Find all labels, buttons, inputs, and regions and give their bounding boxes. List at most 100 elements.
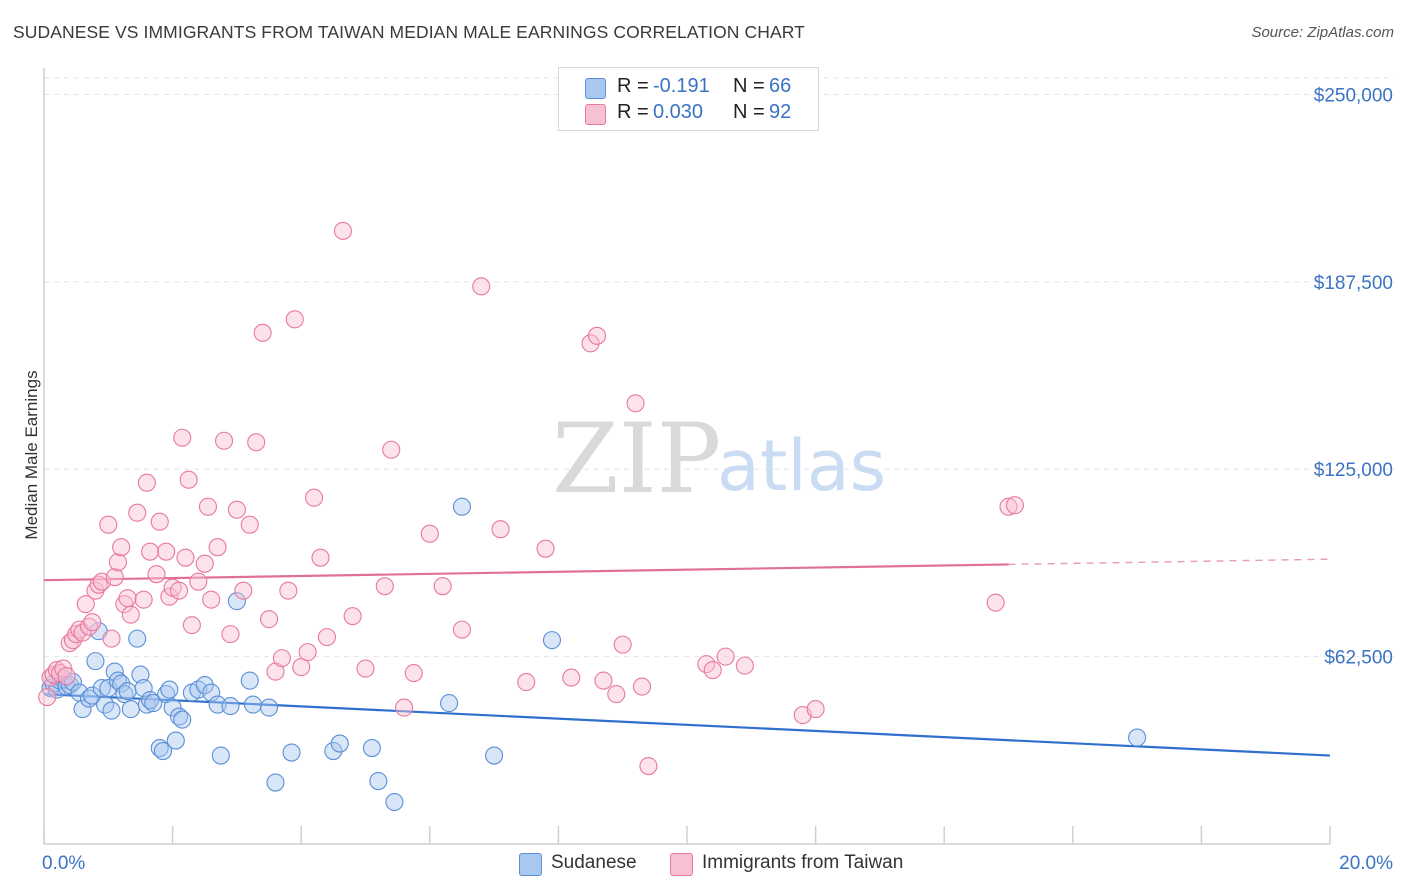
taiwan-point bbox=[587, 326, 607, 345]
taiwan-point bbox=[147, 565, 166, 584]
sudanese-point bbox=[163, 698, 182, 717]
sudanese-point bbox=[369, 771, 388, 791]
watermark-atlas: atlas bbox=[717, 425, 886, 507]
sudanese-point bbox=[542, 631, 562, 650]
taiwan-point bbox=[202, 590, 221, 609]
taiwan-point bbox=[806, 700, 825, 719]
sudanese-point bbox=[131, 665, 150, 684]
sudanese-point bbox=[128, 629, 147, 648]
taiwan-point bbox=[986, 593, 1005, 612]
taiwan-point bbox=[333, 221, 353, 240]
taiwan-trend-line bbox=[43, 563, 1009, 582]
y-tick-label: $187,500 bbox=[1314, 273, 1393, 294]
legend-r-value: 0.030 bbox=[653, 101, 704, 123]
taiwan-point bbox=[1005, 496, 1024, 515]
taiwan-point bbox=[105, 568, 124, 587]
taiwan-point bbox=[356, 659, 375, 678]
taiwan-point bbox=[141, 542, 160, 561]
taiwan-point bbox=[247, 433, 266, 452]
taiwan-point bbox=[285, 310, 304, 329]
sudanese-point bbox=[385, 792, 404, 812]
sudanese-point bbox=[282, 743, 301, 762]
taiwan-point bbox=[632, 677, 652, 696]
sudanese-point bbox=[240, 671, 259, 690]
watermark-zip: ZIP bbox=[552, 403, 721, 515]
sudanese-point bbox=[166, 731, 185, 750]
taiwan-point bbox=[404, 664, 423, 683]
taiwan-point bbox=[433, 577, 452, 596]
sudanese-point bbox=[150, 739, 169, 758]
series-label-taiwan: Immigrants from Taiwan bbox=[702, 852, 904, 873]
source-label: Source: ZipAtlas.com bbox=[1251, 24, 1394, 41]
series-swatch-taiwan bbox=[670, 853, 693, 876]
series-label-sudanese: Sudanese bbox=[551, 852, 637, 873]
taiwan-point bbox=[89, 575, 108, 594]
y-axis-label: Median Male Earnings bbox=[22, 370, 41, 539]
sudanese-point bbox=[362, 739, 381, 758]
taiwan-point bbox=[253, 323, 272, 342]
taiwan-point bbox=[292, 658, 311, 677]
taiwan-point bbox=[227, 500, 246, 519]
taiwan-point bbox=[102, 629, 121, 648]
sudanese-point bbox=[485, 746, 504, 765]
sudanese-point bbox=[195, 676, 214, 695]
sudanese-point bbox=[211, 746, 230, 765]
sudanese-point bbox=[160, 680, 179, 699]
taiwan-point bbox=[134, 590, 153, 609]
sudanese-point bbox=[102, 701, 121, 720]
correlation-legend: R = -0.191 N = 66 R = 0.030 N = 92 bbox=[558, 67, 819, 131]
sudanese-point bbox=[259, 698, 279, 717]
taiwan-point bbox=[121, 605, 140, 624]
legend-swatch-sudanese bbox=[585, 78, 606, 99]
taiwan-point bbox=[176, 548, 195, 567]
taiwan-point bbox=[221, 625, 240, 644]
taiwan-point bbox=[298, 643, 317, 662]
taiwan-point bbox=[703, 661, 722, 680]
sudanese-point bbox=[330, 734, 349, 753]
sudanese-point bbox=[324, 742, 343, 761]
trend-lines bbox=[43, 558, 1331, 757]
taiwan-point bbox=[179, 470, 198, 489]
sudanese-point bbox=[121, 700, 140, 719]
sudanese-point bbox=[73, 700, 92, 719]
taiwan-point bbox=[472, 277, 491, 296]
taiwan-point bbox=[613, 635, 632, 654]
taiwan-point bbox=[112, 538, 131, 557]
taiwan-point bbox=[208, 538, 227, 557]
taiwan-point bbox=[234, 581, 253, 600]
taiwan-point bbox=[272, 649, 291, 668]
taiwan-point bbox=[517, 673, 536, 692]
taiwan-point bbox=[189, 572, 208, 591]
sudanese-point bbox=[1128, 728, 1147, 747]
taiwan-point bbox=[83, 613, 102, 632]
data-points bbox=[38, 221, 1147, 812]
taiwan-point bbox=[594, 671, 613, 690]
taiwan-point bbox=[452, 620, 472, 639]
watermark: ZIP atlas bbox=[552, 403, 886, 515]
taiwan-point bbox=[99, 515, 118, 534]
taiwan-point bbox=[311, 548, 330, 567]
sudanese-point bbox=[144, 694, 163, 713]
sudanese-point bbox=[118, 682, 137, 701]
sudanese-point bbox=[115, 685, 134, 704]
sudanese-point bbox=[221, 697, 240, 716]
taiwan-point bbox=[735, 656, 754, 675]
taiwan-point bbox=[395, 698, 414, 717]
taiwan-point bbox=[182, 616, 201, 635]
y-tick-label: $125,000 bbox=[1314, 460, 1393, 481]
legend-n-value: 66 bbox=[769, 75, 792, 97]
series-swatch-sudanese bbox=[519, 853, 542, 876]
taiwan-point bbox=[491, 520, 510, 539]
taiwan-point bbox=[38, 688, 57, 707]
taiwan-point bbox=[536, 539, 555, 558]
taiwan-point bbox=[173, 428, 192, 447]
taiwan-point bbox=[41, 668, 60, 687]
legend-n-label: N = bbox=[733, 101, 765, 123]
chart-title: SUDANESE VS IMMIGRANTS FROM TAIWAN MEDIA… bbox=[13, 22, 805, 42]
taiwan-point bbox=[420, 524, 439, 543]
sudanese-trend-line bbox=[43, 692, 1331, 757]
sudanese-point bbox=[243, 695, 263, 714]
axes bbox=[43, 68, 1331, 845]
taiwan-point bbox=[305, 488, 324, 507]
